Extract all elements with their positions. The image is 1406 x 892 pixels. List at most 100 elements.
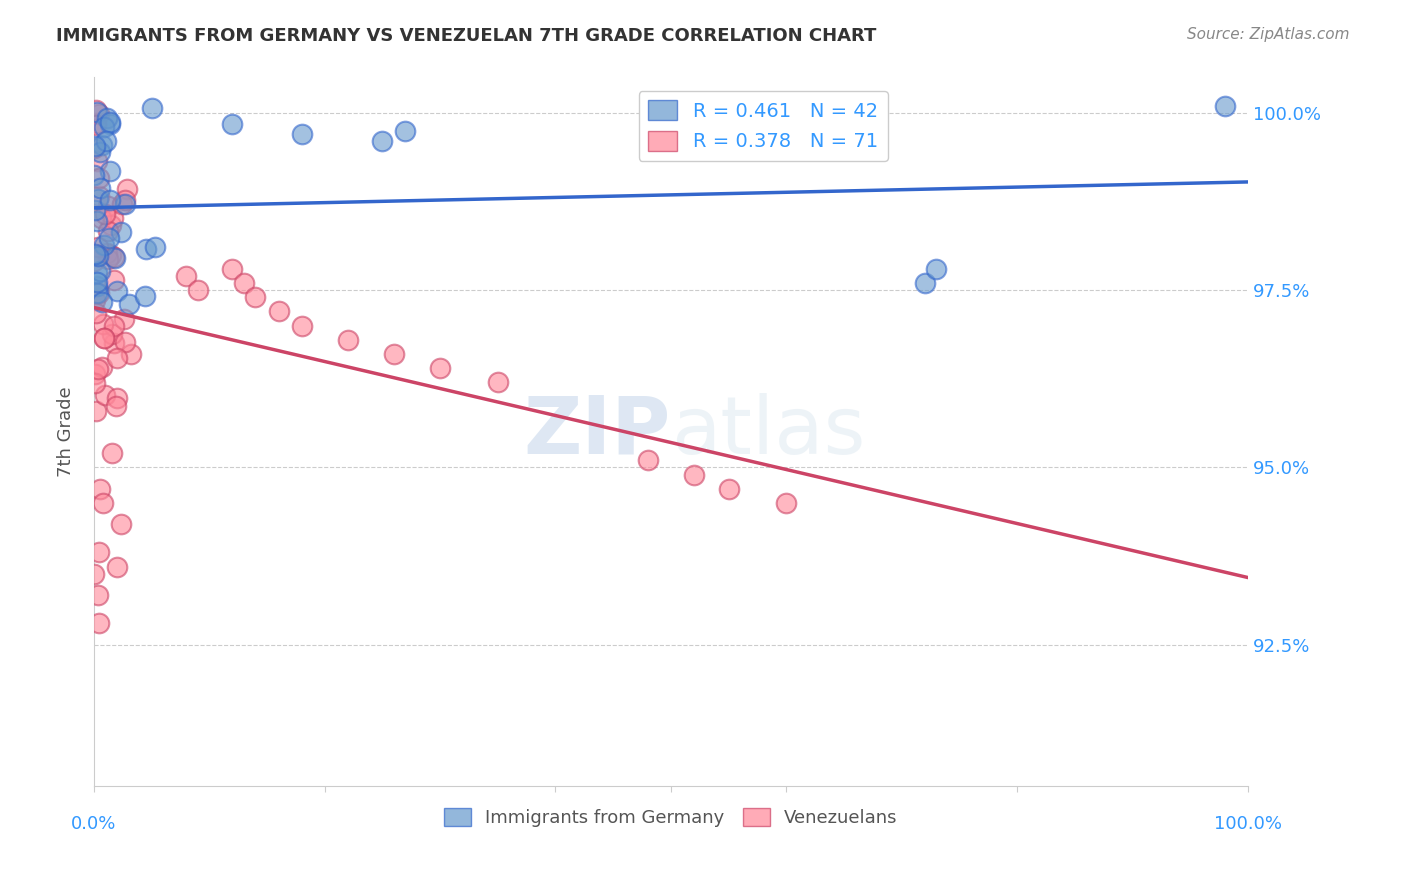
Venezuelans — [90, 211, 112, 225]
Immigrants from Germany — [86, 279, 108, 293]
Immigrants from Germany — [141, 102, 163, 116]
Venezuelans — [84, 367, 107, 381]
Immigrants from Germany — [93, 120, 115, 135]
Venezuelans — [486, 376, 509, 390]
Venezuelans — [84, 403, 107, 417]
Venezuelans — [83, 141, 105, 155]
Text: ZIP: ZIP — [523, 393, 671, 471]
Immigrants from Germany — [98, 118, 121, 132]
Venezuelans — [89, 482, 111, 496]
Venezuelans — [637, 453, 659, 467]
Immigrants from Germany — [86, 276, 108, 290]
Venezuelans — [267, 304, 290, 318]
Venezuelans — [717, 482, 740, 496]
Venezuelans — [94, 388, 117, 402]
Immigrants from Germany — [89, 181, 111, 195]
Venezuelans — [336, 333, 359, 347]
Venezuelans — [93, 331, 115, 345]
Venezuelans — [91, 317, 114, 331]
Immigrants from Germany — [86, 105, 108, 120]
Venezuelans — [87, 588, 110, 602]
Venezuelans — [103, 318, 125, 333]
Venezuelans — [101, 326, 124, 341]
Venezuelans — [105, 351, 128, 365]
Venezuelans — [291, 318, 314, 333]
Immigrants from Germany — [98, 115, 121, 129]
Venezuelans — [83, 293, 105, 307]
Venezuelans — [101, 446, 124, 460]
Venezuelans — [87, 616, 110, 631]
Venezuelans — [97, 223, 120, 237]
Immigrants from Germany — [86, 267, 108, 281]
Text: Source: ZipAtlas.com: Source: ZipAtlas.com — [1187, 27, 1350, 42]
Immigrants from Germany — [83, 168, 105, 182]
Immigrants from Germany — [143, 240, 166, 254]
Venezuelans — [86, 247, 108, 261]
Venezuelans — [83, 254, 105, 268]
Venezuelans — [382, 347, 405, 361]
Immigrants from Germany — [84, 139, 107, 153]
Venezuelans — [775, 496, 797, 510]
Immigrants from Germany — [914, 276, 936, 290]
Venezuelans — [97, 252, 120, 266]
Venezuelans — [89, 285, 111, 300]
Venezuelans — [89, 171, 111, 186]
Venezuelans — [84, 376, 107, 391]
Venezuelans — [87, 107, 110, 121]
Immigrants from Germany — [114, 197, 136, 211]
Immigrants from Germany — [105, 285, 128, 299]
Venezuelans — [103, 273, 125, 287]
Venezuelans — [114, 193, 136, 207]
Immigrants from Germany — [135, 242, 157, 256]
Immigrants from Germany — [110, 225, 132, 239]
Immigrants from Germany — [98, 163, 121, 178]
Immigrants from Germany — [134, 289, 156, 303]
Text: IMMIGRANTS FROM GERMANY VS VENEZUELAN 7TH GRADE CORRELATION CHART: IMMIGRANTS FROM GERMANY VS VENEZUELAN 7T… — [56, 27, 876, 45]
Immigrants from Germany — [89, 145, 111, 159]
Immigrants from Germany — [96, 134, 118, 148]
Venezuelans — [174, 268, 197, 283]
Venezuelans — [90, 359, 112, 374]
Venezuelans — [96, 245, 118, 260]
Venezuelans — [187, 283, 209, 297]
Venezuelans — [86, 240, 108, 254]
Venezuelans — [115, 182, 138, 196]
Venezuelans — [100, 218, 122, 232]
Venezuelans — [89, 189, 111, 203]
Immigrants from Germany — [221, 116, 243, 130]
Immigrants from Germany — [91, 138, 114, 153]
Immigrants from Germany — [925, 261, 948, 276]
Venezuelans — [86, 154, 108, 169]
Venezuelans — [89, 545, 111, 559]
Immigrants from Germany — [84, 202, 107, 217]
Text: 0.0%: 0.0% — [72, 815, 117, 833]
Immigrants from Germany — [98, 193, 121, 207]
Venezuelans — [93, 331, 115, 345]
Venezuelans — [111, 197, 134, 211]
Text: 100.0%: 100.0% — [1213, 815, 1282, 833]
Y-axis label: 7th Grade: 7th Grade — [58, 386, 75, 477]
Venezuelans — [103, 251, 125, 265]
Venezuelans — [97, 199, 120, 213]
Venezuelans — [86, 361, 108, 376]
Venezuelans — [114, 334, 136, 349]
Immigrants from Germany — [87, 192, 110, 206]
Venezuelans — [84, 116, 107, 130]
Venezuelans — [683, 467, 706, 482]
Immigrants from Germany — [371, 134, 394, 148]
Immigrants from Germany — [93, 237, 115, 252]
Immigrants from Germany — [86, 214, 108, 228]
Immigrants from Germany — [98, 231, 121, 245]
Immigrants from Germany — [90, 295, 112, 310]
Venezuelans — [93, 207, 115, 221]
Venezuelans — [105, 391, 128, 405]
Venezuelans — [120, 347, 142, 361]
Immigrants from Germany — [83, 246, 105, 260]
Immigrants from Germany — [89, 264, 111, 278]
Venezuelans — [93, 496, 115, 510]
Legend: Immigrants from Germany, Venezuelans: Immigrants from Germany, Venezuelans — [437, 800, 905, 834]
Venezuelans — [86, 306, 108, 320]
Immigrants from Germany — [1213, 99, 1236, 113]
Immigrants from Germany — [104, 251, 127, 265]
Text: atlas: atlas — [671, 393, 865, 471]
